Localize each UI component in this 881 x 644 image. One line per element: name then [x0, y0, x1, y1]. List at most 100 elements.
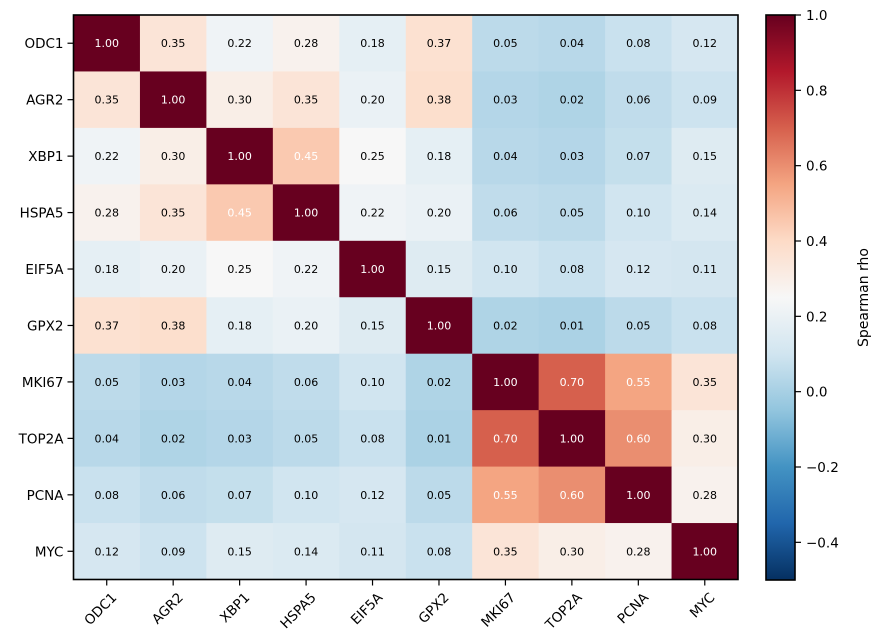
heatmap-cell: [206, 410, 274, 468]
heatmap-cell: [139, 466, 207, 524]
heatmap-cell: [405, 184, 473, 242]
heatmap-cell: [671, 15, 739, 72]
heatmap-cell: [405, 466, 473, 524]
cell-value-label: 0.08: [94, 489, 119, 502]
cell-value-label: 0.15: [693, 150, 718, 163]
heatmap-cell: [73, 523, 141, 580]
heatmap-cell: [472, 15, 540, 72]
heatmap-cell: [472, 410, 540, 468]
cell-value-label: 0.20: [161, 263, 186, 276]
heatmap-cell: [339, 15, 407, 72]
cell-value-label: 0.06: [294, 376, 319, 389]
cell-value-label: 0.12: [693, 37, 718, 50]
cell-value-label: 0.06: [161, 489, 186, 502]
heatmap-cell: [206, 523, 274, 580]
heatmap-cell: [405, 297, 473, 355]
cell-value-label: 0.05: [560, 207, 585, 220]
cell-value-label: 0.60: [626, 432, 651, 445]
x-tick-label: MKI67: [478, 590, 519, 631]
cell-value-label: 0.01: [427, 432, 452, 445]
heatmap-cell: [339, 127, 407, 185]
cell-value-label: 0.70: [493, 432, 518, 445]
cell-value-label: 0.37: [94, 319, 119, 332]
heatmap-cell: [339, 297, 407, 355]
cell-value-label: 0.04: [94, 432, 119, 445]
heatmap-cell: [272, 353, 340, 411]
heatmap-cell: [139, 240, 207, 298]
heatmap-cell: [206, 353, 274, 411]
cell-value-label: 0.15: [227, 545, 252, 558]
heatmap-cell: [538, 523, 606, 580]
heatmap-cell: [405, 15, 473, 72]
heatmap-cell: [73, 15, 141, 72]
heatmap-cell: [272, 15, 340, 72]
heatmap-cell: [605, 184, 673, 242]
cell-value-label: 1.00: [360, 263, 385, 276]
colorbar-ticks: −0.4 −0.2 0.0 0.2 0.4 0.6 0.8 1.0: [795, 8, 839, 551]
heatmap-cell: [605, 71, 673, 129]
cell-value-label: 0.10: [626, 207, 651, 220]
heatmap-cell: [73, 240, 141, 298]
heatmap-cell: [472, 71, 540, 129]
colorbar-label: Spearman rho: [856, 248, 872, 347]
heatmap-cell: [605, 240, 673, 298]
heatmap-cell: [339, 71, 407, 129]
heatmap-cell: [73, 353, 141, 411]
cell-value-label: 0.22: [227, 37, 252, 50]
heatmap-cell: [272, 240, 340, 298]
cell-value-label: 0.02: [560, 94, 585, 107]
cell-value-label: 1.00: [227, 150, 252, 163]
cell-value-label: 0.25: [227, 263, 252, 276]
cell-value-label: 0.35: [161, 37, 186, 50]
cell-value-label: 0.55: [493, 489, 518, 502]
heatmap-cell: [339, 184, 407, 242]
heatmap-cell: [139, 297, 207, 355]
cell-value-label: 1.00: [294, 207, 319, 220]
cell-value-label: 0.02: [161, 432, 186, 445]
x-tick-label: ODC1: [81, 590, 120, 629]
heatmap-cell: [538, 410, 606, 468]
cell-value-label: 0.02: [427, 376, 452, 389]
cell-value-label: 0.14: [693, 207, 718, 220]
cell-value-label: 0.15: [427, 263, 452, 276]
y-tick-label: ODC1: [24, 36, 63, 52]
cell-value-label: 1.00: [427, 319, 452, 332]
y-tick-label: TOP2A: [18, 431, 65, 447]
cell-value-label: 0.09: [161, 545, 186, 558]
heatmap-cell: [671, 353, 739, 411]
cell-value-label: 0.05: [294, 432, 319, 445]
cell-value-label: 0.07: [626, 150, 651, 163]
colorbar-tick-label: 0.6: [806, 159, 827, 175]
cell-value-label: 0.07: [227, 489, 252, 502]
heatmap-cell: [139, 353, 207, 411]
colorbar-tick-label: 0.4: [806, 234, 827, 250]
heatmap-cell: [605, 353, 673, 411]
colorbar-tick-label: −0.4: [806, 535, 839, 551]
cell-value-label: 0.05: [493, 37, 518, 50]
cell-value-label: 0.30: [560, 545, 585, 558]
cell-value-label: 0.38: [427, 94, 452, 107]
colorbar-tick-label: −0.2: [806, 460, 839, 476]
heatmap-cell: [206, 466, 274, 524]
heatmap-cell: [671, 466, 739, 524]
x-tick-label: TOP2A: [542, 589, 586, 633]
cell-value-label: 0.60: [560, 489, 585, 502]
heatmap-cell: [405, 71, 473, 129]
heatmap-cell: [139, 523, 207, 580]
heatmap-cell: [538, 240, 606, 298]
heatmap-cell: [272, 523, 340, 580]
cell-value-label: 0.12: [360, 489, 385, 502]
cell-value-label: 0.20: [427, 207, 452, 220]
heatmap-cell: [139, 410, 207, 468]
colorbar-tick-label: 1.0: [806, 8, 827, 24]
heatmap-cell: [272, 184, 340, 242]
heatmap-cell: [538, 297, 606, 355]
heatmap-cell: [538, 466, 606, 524]
heatmap-cell: [605, 466, 673, 524]
heatmap-cell: [605, 15, 673, 72]
cell-value-label: 0.04: [227, 376, 252, 389]
cell-value-label: 0.11: [360, 545, 385, 558]
cell-value-label: 0.10: [294, 489, 319, 502]
colorbar-tick-label: 0.0: [806, 385, 827, 401]
